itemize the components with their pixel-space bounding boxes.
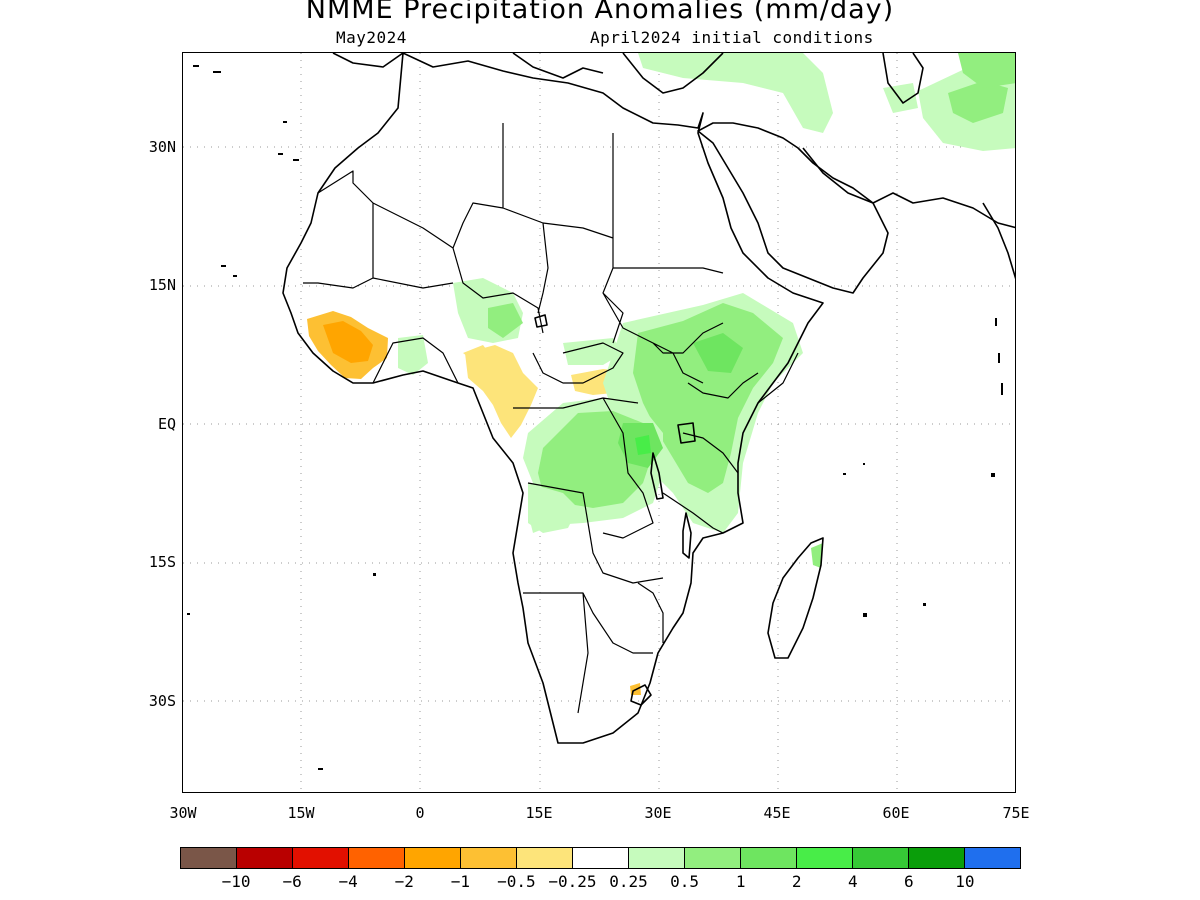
colorbar-tick-label: 0.25	[609, 872, 648, 891]
lake-victoria	[677, 422, 696, 444]
colorbar-swatch	[573, 848, 629, 868]
lon-label-60e: 60E	[882, 804, 910, 822]
initial-conditions-label: April2024 initial conditions	[590, 28, 874, 47]
islands	[187, 65, 1003, 770]
lon-label-30w: 30W	[169, 804, 197, 822]
colorbar-swatch	[237, 848, 293, 868]
anomaly-area-nigeria-south	[463, 345, 493, 365]
lat-label-eq: EQ	[157, 415, 176, 433]
europe-coastline	[332, 53, 724, 94]
anomaly-area-caucasus	[883, 83, 918, 113]
lat-label-15n: 15N	[148, 276, 176, 294]
anomaly-area-ethiopia-core	[693, 333, 743, 373]
lat-label-15s: 15S	[148, 553, 176, 571]
anomaly-area-northeast-corner	[958, 53, 1015, 88]
lon-label-75e: 75E	[1002, 804, 1030, 822]
colorbar-tick-label: 2	[791, 872, 802, 891]
colorbar-tick-label: 4	[847, 872, 858, 891]
colorbar-swatch	[629, 848, 685, 868]
colorbar-swatch	[517, 848, 573, 868]
anomaly-area-angola-light	[528, 483, 578, 533]
anomaly-area-chad-sudan-light	[563, 338, 623, 365]
colorbar-swatch	[797, 848, 853, 868]
colorbar-swatch	[741, 848, 797, 868]
colorbar-tick-label: −1	[450, 872, 470, 891]
lake-malawi	[682, 512, 692, 559]
chart-title: NMME Precipitation Anomalies (mm/day)	[305, 0, 895, 25]
anomaly-area-lake-victoria-core	[635, 435, 651, 455]
anomaly-area-ivory-coast	[398, 335, 428, 375]
colorbar-swatch	[461, 848, 517, 868]
colorbar-swatch	[853, 848, 909, 868]
lon-label-15e: 15E	[525, 804, 553, 822]
india-coastline	[982, 202, 1015, 280]
madagascar-coastline	[767, 537, 824, 659]
colorbar-tick-label: −10	[221, 872, 251, 891]
lesotho-border	[630, 684, 652, 706]
colorbar-tick-label: −0.25	[548, 872, 597, 891]
africa-map	[183, 53, 1015, 792]
lat-label-30s: 30S	[148, 692, 176, 710]
colorbar-tick-label: −0.5	[497, 872, 536, 891]
colorbar-tick-label: 10	[955, 872, 975, 891]
lake-tanganyika	[650, 452, 664, 500]
anomaly-area-nigeria-cameroon	[465, 345, 538, 438]
colorbar-swatch	[909, 848, 965, 868]
persian-gulf-coastline	[802, 147, 1015, 229]
colorbar-swatch	[405, 848, 461, 868]
lake-chad	[534, 314, 548, 328]
anomaly-area-niger-medium	[488, 303, 523, 338]
colorbar-tick-label: −2	[394, 872, 414, 891]
anomaly-area-west-africa-core	[323, 321, 373, 363]
colorbar-swatch	[349, 848, 405, 868]
anomaly-area-iran-afghanistan-core	[948, 81, 1008, 123]
anomaly-area-mideast-north	[638, 53, 833, 133]
caspian-coastline	[882, 53, 924, 104]
colorbar-tick-label: −6	[282, 872, 302, 891]
lon-label-30e: 30E	[644, 804, 672, 822]
colorbar-swatch	[293, 848, 349, 868]
map-plot-area	[182, 52, 1016, 793]
colorbar	[180, 847, 1021, 869]
lat-label-30n: 30N	[148, 138, 176, 156]
anomaly-area-ethiopia-south-sudan	[633, 303, 783, 493]
anomaly-area-madagascar	[811, 543, 823, 568]
colorbar-tick-label: 6	[904, 872, 914, 891]
colorbar-swatch	[181, 848, 237, 868]
colorbar-tick-label: 0.5	[670, 872, 700, 891]
colorbar-tick-label: 1	[735, 872, 746, 891]
colorbar-swatch	[965, 848, 1020, 868]
colorbar-swatch	[685, 848, 741, 868]
forecast-month: May2024	[336, 28, 407, 47]
country-borders	[303, 123, 799, 714]
lon-label-45e: 45E	[763, 804, 791, 822]
coastlines-borders	[282, 53, 1015, 744]
arabian-peninsula-coastline	[697, 122, 889, 294]
colorbar-tick-label: −4	[338, 872, 358, 891]
precip-anomaly-shading	[307, 53, 1015, 695]
lon-label-15w: 15W	[287, 804, 315, 822]
lon-label-0: 0	[415, 804, 425, 822]
